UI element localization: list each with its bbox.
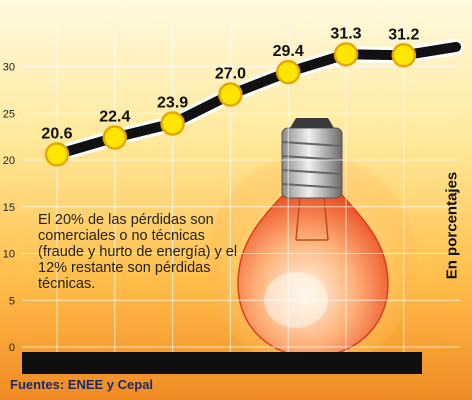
year-axis-bar xyxy=(22,352,422,374)
y-tick-label: 0 xyxy=(9,342,15,354)
annotation-text: El 20% de las pérdidas son comerciales o… xyxy=(38,212,238,292)
y-tick-label: 25 xyxy=(3,108,15,120)
y-tick-label: 5 xyxy=(9,295,15,307)
series-layer: 20.6 22.4 23.9 27.0 29.4 31.3 31.2 xyxy=(41,25,464,167)
data-label: 23.9 xyxy=(157,95,188,112)
data-point xyxy=(333,42,359,67)
y-axis-label-text: En porcentajes xyxy=(443,171,461,279)
data-label: 29.4 xyxy=(273,43,304,60)
data-point xyxy=(160,111,185,136)
data-label: 20.6 xyxy=(41,125,72,142)
data-point xyxy=(275,59,301,85)
y-tick-label: 20 xyxy=(3,155,15,167)
data-point xyxy=(44,142,70,167)
data-point xyxy=(102,125,128,150)
data-label: 27.0 xyxy=(215,66,246,83)
data-label: 31.3 xyxy=(330,25,361,42)
y-tick-label: 30 xyxy=(3,62,15,74)
y-tick-label: 10 xyxy=(3,249,15,261)
y-axis-label: En porcentajes xyxy=(432,150,472,300)
source-note: Fuentes: ENEE y Cepal xyxy=(10,377,154,392)
y-tick-label: 15 xyxy=(3,202,15,214)
data-label: 22.4 xyxy=(99,109,130,126)
data-label: 31.2 xyxy=(388,26,419,43)
data-point xyxy=(391,43,417,68)
y-axis-ticks: 0 5 10 15 20 25 30 xyxy=(3,62,15,355)
data-point xyxy=(218,82,243,107)
